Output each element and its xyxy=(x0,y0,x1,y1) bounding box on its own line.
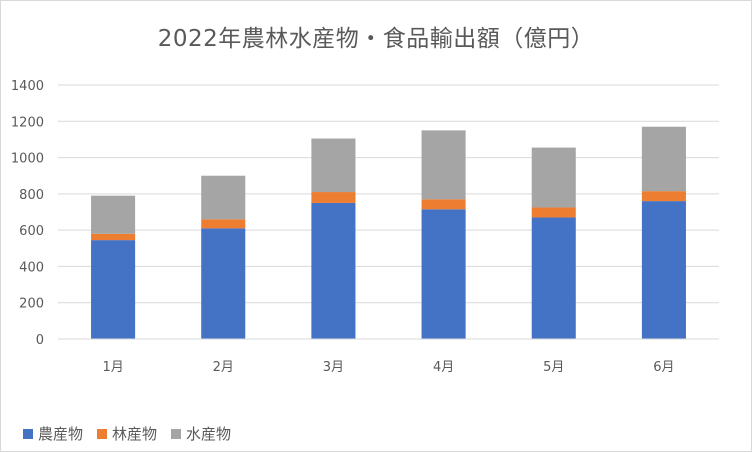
bar-1-4 xyxy=(421,209,466,339)
legend-swatch xyxy=(23,428,33,439)
legend-item: 農産物 xyxy=(23,423,83,444)
x-tick-label: 3月 xyxy=(323,360,344,375)
bar-3-6 xyxy=(641,126,686,192)
y-tick-label: 800 xyxy=(19,188,44,203)
legend: 農産物 林産物 水産物 xyxy=(23,423,231,444)
axes: 0 200 400 600 800 1000 1200 1400 1月 2月 3月 4月 5月 6月 xyxy=(11,79,719,375)
legend-label: 林産物 xyxy=(112,425,158,443)
y-tick-label: 1200 xyxy=(11,115,44,130)
bar-3-1 xyxy=(91,195,136,234)
y-tick-label: 0 xyxy=(36,333,44,348)
x-tick-label: 4月 xyxy=(433,360,454,375)
bar-1-2 xyxy=(201,228,246,339)
bar-3-5 xyxy=(531,147,576,208)
bar-2-2 xyxy=(201,219,246,229)
bar-2-6 xyxy=(641,191,686,202)
y-tick-label: 400 xyxy=(19,260,44,275)
legend-label: 農産物 xyxy=(38,425,84,443)
bar-3-3 xyxy=(311,138,356,193)
legend-item: 林産物 xyxy=(97,423,157,444)
bar-3-2 xyxy=(201,175,246,220)
chart-title: 2022年農林水産物・食品輸出額（億円） xyxy=(157,26,595,52)
bar-2-3 xyxy=(311,192,356,203)
legend-swatch xyxy=(97,428,108,439)
x-tick-label: 1月 xyxy=(102,360,123,375)
x-tick-label: 5月 xyxy=(543,360,564,375)
bar-2-5 xyxy=(531,207,576,218)
bar-3-4 xyxy=(421,130,466,200)
bar-2-1 xyxy=(91,233,136,241)
bar-1-3 xyxy=(311,202,356,339)
legend-item: 水産物 xyxy=(171,423,231,444)
x-tick-label: 6月 xyxy=(653,360,674,375)
bars xyxy=(91,126,686,339)
bar-1-1 xyxy=(91,240,136,339)
x-tick-label: 2月 xyxy=(213,360,234,375)
gridlines xyxy=(58,84,719,304)
y-tick-label: 200 xyxy=(19,297,44,312)
y-tick-label: 600 xyxy=(19,224,44,239)
y-tick-label: 1000 xyxy=(11,152,44,167)
y-tick-label: 1400 xyxy=(11,79,44,94)
bar-2-4 xyxy=(421,199,466,210)
bar-1-6 xyxy=(641,201,686,339)
legend-label: 水産物 xyxy=(186,425,232,443)
bar-1-5 xyxy=(531,217,576,339)
legend-swatch xyxy=(171,428,182,439)
